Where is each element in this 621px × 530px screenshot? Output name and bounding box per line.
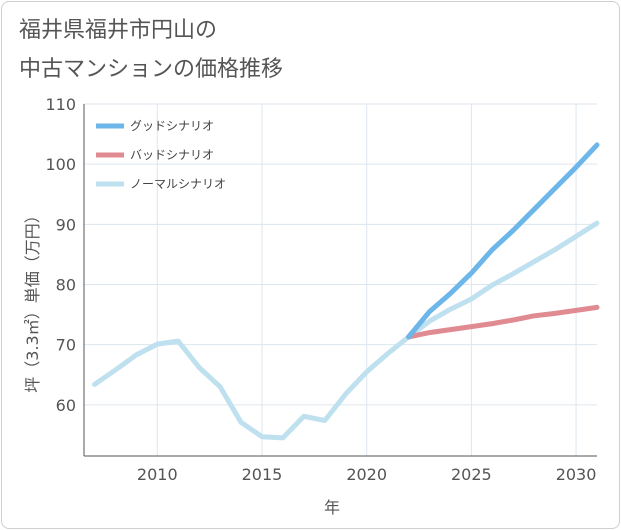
series-line-2 <box>92 220 600 441</box>
x-tick-label: 2030 <box>556 465 597 484</box>
series-line-0 <box>406 142 600 340</box>
legend-label: グッドシナリオ <box>130 119 214 133</box>
x-tick-label: 2020 <box>346 465 387 484</box>
y-tick-label: 90 <box>56 215 76 234</box>
tick-labels: 60 70 80 90 100 110 2010 2015 2020 2025 2030 <box>45 95 596 484</box>
x-axis-label: 年 <box>324 498 340 517</box>
y-tick-label: 70 <box>56 336 76 355</box>
x-tick-label: 2010 <box>137 465 178 484</box>
y-axis-label: 坪（3.3㎡）単価（万円） <box>23 207 42 392</box>
y-tick-label: 100 <box>45 155 76 174</box>
y-tick-label: 110 <box>45 95 76 114</box>
x-tick-label: 2015 <box>242 465 283 484</box>
y-tick-label: 80 <box>56 276 76 295</box>
grid <box>84 103 597 456</box>
chart-title-line-2: 中古マンションの価格推移 <box>19 57 284 82</box>
plot-frame <box>83 104 597 457</box>
x-tick-label: 2025 <box>451 465 492 484</box>
chart-title-line-1: 福井県福井市円山の <box>19 18 218 43</box>
y-tick-label: 60 <box>56 396 76 415</box>
legend-label: バッドシナリオ <box>130 148 214 162</box>
series-layer <box>92 142 600 441</box>
legend-label: ノーマルシナリオ <box>130 177 226 191</box>
series-line-1 <box>406 304 600 340</box>
